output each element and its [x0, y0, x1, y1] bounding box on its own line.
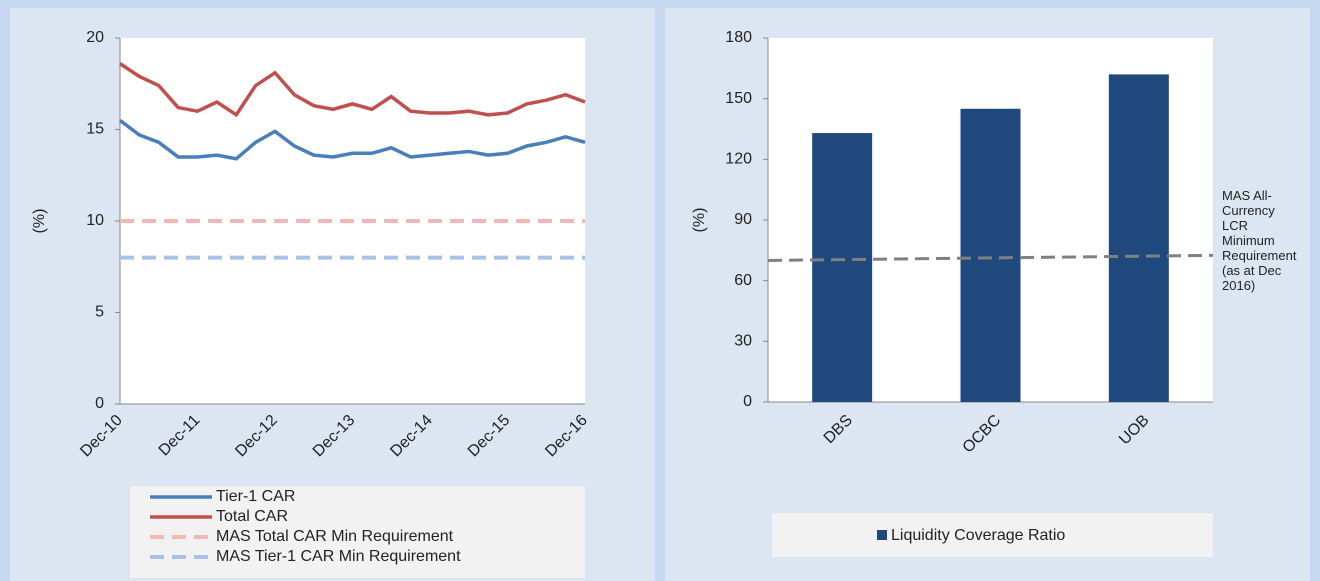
- legend-label: Tier-1 CAR: [216, 488, 295, 505]
- y-axis-label: (%): [691, 208, 708, 233]
- legend-box: [130, 486, 585, 578]
- y-tick-label: 10: [86, 212, 104, 229]
- bar: [1108, 74, 1169, 403]
- y-tick-label: 180: [725, 29, 752, 46]
- line: [119, 62, 586, 118]
- y-tick-label: 120: [725, 151, 752, 168]
- legend-swatch: [877, 530, 887, 540]
- legend-label: Total CAR: [216, 508, 288, 525]
- y-tick-label: 20: [86, 29, 104, 46]
- reference-annotation: MAS All-Currency LCR Minimum Requirement…: [1222, 188, 1297, 293]
- y-tick-label: 150: [725, 90, 752, 107]
- legend-label: MAS Tier-1 CAR Min Requirement: [216, 548, 461, 565]
- legend-box: [772, 513, 1213, 557]
- legend-label: MAS Total CAR Min Requirement: [216, 528, 454, 545]
- y-axis-label: (%): [31, 209, 48, 234]
- line: [118, 118, 586, 161]
- y-tick-label: 60: [734, 272, 752, 289]
- y-tick-label: 15: [86, 121, 104, 138]
- bar: [960, 108, 1021, 403]
- bar: [812, 133, 873, 403]
- reference-line: [767, 253, 1214, 262]
- y-tick-label: 5: [95, 304, 104, 321]
- y-tick-label: 90: [734, 211, 752, 228]
- legend-label: Liquidity Coverage Ratio: [891, 527, 1065, 544]
- y-tick-label: 0: [743, 393, 752, 410]
- y-tick-label: 30: [734, 333, 752, 350]
- y-tick-label: 0: [95, 395, 104, 412]
